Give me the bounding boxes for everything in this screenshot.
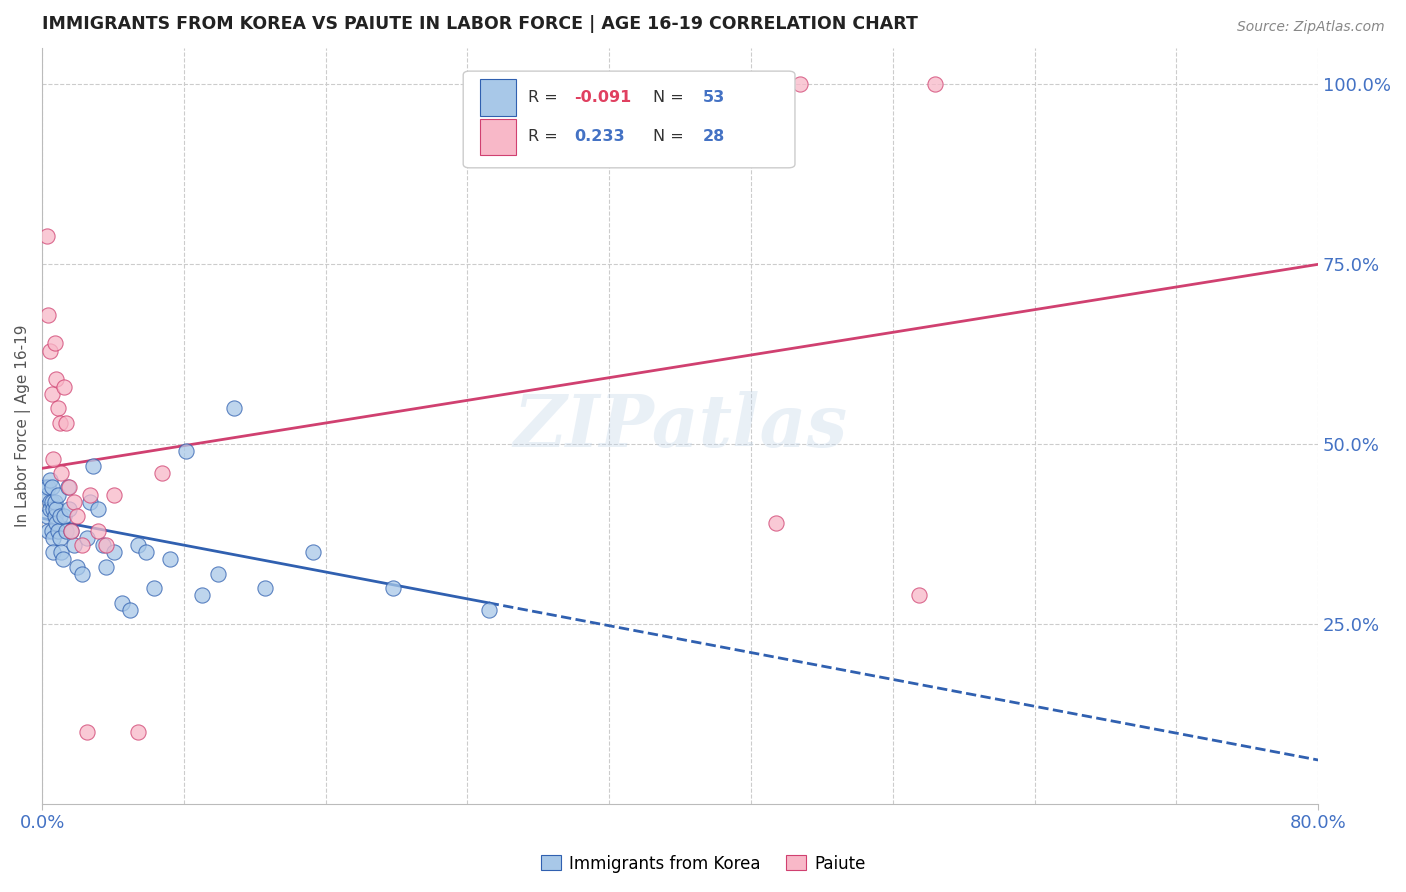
Point <box>55 524 77 538</box>
Point <box>76 725 98 739</box>
Point <box>174 444 197 458</box>
Point <box>207 566 229 581</box>
Point <box>45 516 67 531</box>
Point <box>254 581 277 595</box>
Point <box>39 473 62 487</box>
Point <box>59 524 82 538</box>
Text: -0.091: -0.091 <box>574 90 631 105</box>
Text: R =: R = <box>529 90 564 105</box>
Point <box>35 509 58 524</box>
Point <box>46 487 69 501</box>
Point <box>56 480 79 494</box>
Point <box>76 531 98 545</box>
Point <box>908 588 931 602</box>
Point <box>53 509 76 524</box>
Point <box>150 466 173 480</box>
Point <box>79 487 101 501</box>
Text: N =: N = <box>654 129 689 145</box>
Text: IMMIGRANTS FROM KOREA VS PAIUTE IN LABOR FORCE | AGE 16-19 CORRELATION CHART: IMMIGRANTS FROM KOREA VS PAIUTE IN LABOR… <box>42 15 918 33</box>
Point <box>70 566 93 581</box>
Point <box>127 538 149 552</box>
Point <box>42 502 65 516</box>
Text: N =: N = <box>654 90 689 105</box>
Text: Source: ZipAtlas.com: Source: ZipAtlas.com <box>1237 20 1385 34</box>
Text: 53: 53 <box>703 90 725 105</box>
Point <box>58 502 80 516</box>
Point <box>35 228 58 243</box>
Point <box>34 480 56 494</box>
Point <box>51 466 73 480</box>
Point <box>37 524 59 538</box>
Point <box>41 480 63 494</box>
Point <box>48 509 70 524</box>
Point <box>79 495 101 509</box>
Point <box>87 524 110 538</box>
Point <box>45 372 67 386</box>
Point <box>222 401 245 416</box>
Text: 0.233: 0.233 <box>574 129 624 145</box>
Point <box>94 538 117 552</box>
Point <box>118 603 141 617</box>
Point <box>127 725 149 739</box>
Point <box>159 552 181 566</box>
Point <box>70 538 93 552</box>
Point <box>48 416 70 430</box>
Point <box>37 480 59 494</box>
Point <box>41 495 63 509</box>
Legend: Immigrants from Korea, Paiute: Immigrants from Korea, Paiute <box>534 848 872 880</box>
Text: 28: 28 <box>703 129 725 145</box>
Bar <box>479 79 516 116</box>
Point <box>44 336 66 351</box>
Point <box>103 487 125 501</box>
Point <box>46 524 69 538</box>
Point <box>142 581 165 595</box>
Point <box>82 458 104 473</box>
Point <box>44 495 66 509</box>
Point <box>789 78 811 92</box>
Point <box>46 401 69 416</box>
Point <box>103 545 125 559</box>
Text: ZIPatlas: ZIPatlas <box>513 391 848 462</box>
Point <box>42 545 65 559</box>
Point <box>63 495 86 509</box>
Point <box>59 524 82 538</box>
Point <box>52 552 75 566</box>
Y-axis label: In Labor Force | Age 16-19: In Labor Force | Age 16-19 <box>15 325 31 527</box>
Point <box>39 502 62 516</box>
Point <box>111 595 134 609</box>
Point <box>51 545 73 559</box>
Point <box>87 502 110 516</box>
Point <box>35 487 58 501</box>
Point <box>55 416 77 430</box>
Point <box>91 538 114 552</box>
Point <box>42 451 65 466</box>
Point <box>39 343 62 358</box>
Point <box>190 588 212 602</box>
Point <box>765 516 787 531</box>
Point <box>45 502 67 516</box>
Point <box>42 531 65 545</box>
Text: R =: R = <box>529 129 564 145</box>
Point <box>39 495 62 509</box>
Point <box>94 559 117 574</box>
Point <box>302 545 325 559</box>
Point <box>53 379 76 393</box>
Point <box>37 308 59 322</box>
Point <box>41 524 63 538</box>
Point <box>48 531 70 545</box>
Point <box>41 387 63 401</box>
Point <box>66 509 89 524</box>
Point <box>66 559 89 574</box>
Point <box>63 538 86 552</box>
Point <box>924 78 946 92</box>
Point <box>478 603 501 617</box>
Point <box>382 581 405 595</box>
Point <box>135 545 157 559</box>
FancyBboxPatch shape <box>463 71 794 168</box>
Bar <box>479 119 516 155</box>
Point <box>58 480 80 494</box>
Point <box>44 509 66 524</box>
